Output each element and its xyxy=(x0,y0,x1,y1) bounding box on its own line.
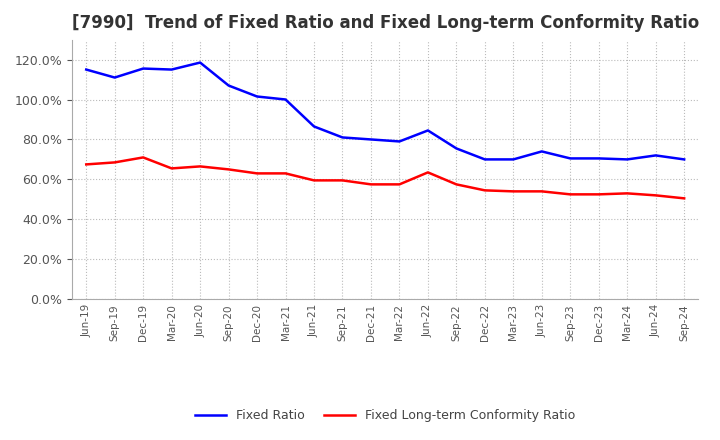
Fixed Ratio xyxy=(139,66,148,71)
Fixed Long-term Conformity Ratio xyxy=(595,192,603,197)
Fixed Long-term Conformity Ratio xyxy=(225,167,233,172)
Fixed Ratio xyxy=(680,157,688,162)
Fixed Long-term Conformity Ratio xyxy=(196,164,204,169)
Fixed Ratio xyxy=(82,67,91,72)
Fixed Ratio xyxy=(652,153,660,158)
Line: Fixed Long-term Conformity Ratio: Fixed Long-term Conformity Ratio xyxy=(86,158,684,198)
Line: Fixed Ratio: Fixed Ratio xyxy=(86,62,684,159)
Fixed Ratio xyxy=(452,146,461,151)
Fixed Ratio xyxy=(110,75,119,80)
Fixed Long-term Conformity Ratio xyxy=(480,188,489,193)
Fixed Long-term Conformity Ratio xyxy=(82,162,91,167)
Fixed Long-term Conformity Ratio xyxy=(282,171,290,176)
Fixed Ratio xyxy=(225,83,233,88)
Fixed Ratio xyxy=(566,156,575,161)
Fixed Ratio xyxy=(395,139,404,144)
Fixed Long-term Conformity Ratio xyxy=(110,160,119,165)
Fixed Ratio xyxy=(167,67,176,72)
Legend: Fixed Ratio, Fixed Long-term Conformity Ratio: Fixed Ratio, Fixed Long-term Conformity … xyxy=(190,404,580,427)
Fixed Ratio xyxy=(338,135,347,140)
Fixed Long-term Conformity Ratio xyxy=(452,182,461,187)
Fixed Long-term Conformity Ratio xyxy=(139,155,148,160)
Title: [7990]  Trend of Fixed Ratio and Fixed Long-term Conformity Ratio: [7990] Trend of Fixed Ratio and Fixed Lo… xyxy=(71,15,699,33)
Fixed Long-term Conformity Ratio xyxy=(566,192,575,197)
Fixed Long-term Conformity Ratio xyxy=(423,170,432,175)
Fixed Ratio xyxy=(423,128,432,133)
Fixed Ratio xyxy=(310,124,318,129)
Fixed Ratio xyxy=(595,156,603,161)
Fixed Long-term Conformity Ratio xyxy=(253,171,261,176)
Fixed Ratio xyxy=(253,94,261,99)
Fixed Long-term Conformity Ratio xyxy=(537,189,546,194)
Fixed Ratio xyxy=(509,157,518,162)
Fixed Long-term Conformity Ratio xyxy=(338,178,347,183)
Fixed Long-term Conformity Ratio xyxy=(366,182,375,187)
Fixed Ratio xyxy=(366,137,375,142)
Fixed Ratio xyxy=(196,60,204,65)
Fixed Long-term Conformity Ratio xyxy=(623,191,631,196)
Fixed Long-term Conformity Ratio xyxy=(167,166,176,171)
Fixed Long-term Conformity Ratio xyxy=(652,193,660,198)
Fixed Long-term Conformity Ratio xyxy=(680,196,688,201)
Fixed Ratio xyxy=(282,97,290,102)
Fixed Long-term Conformity Ratio xyxy=(509,189,518,194)
Fixed Long-term Conformity Ratio xyxy=(310,178,318,183)
Fixed Long-term Conformity Ratio xyxy=(395,182,404,187)
Fixed Ratio xyxy=(480,157,489,162)
Fixed Ratio xyxy=(537,149,546,154)
Fixed Ratio xyxy=(623,157,631,162)
